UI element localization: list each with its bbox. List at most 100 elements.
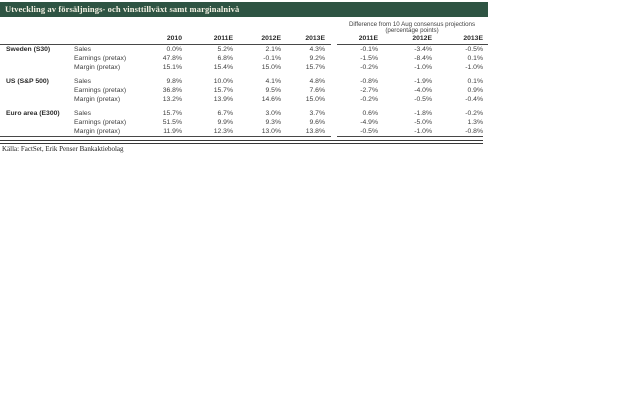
diff-value-cell: -5.0% xyxy=(414,118,432,126)
diff-value-cell: -0.8% xyxy=(465,128,483,136)
metric-label: Sales xyxy=(74,77,92,85)
diff-caption-line1: Difference from 10 Aug consensus project… xyxy=(348,21,476,28)
header-divider-right xyxy=(337,43,488,45)
metric-label: Margin (pretax) xyxy=(74,128,121,136)
diff-value-cell: -0.5% xyxy=(465,45,483,53)
diff-value-cell: -0.5% xyxy=(360,128,378,136)
value-cell: 15.4% xyxy=(213,64,233,72)
value-cell: 9.2% xyxy=(309,54,326,62)
table-body: Sweden (S30) Sales 0.0% 5.2% 2.1% 4.3% -… xyxy=(0,45,488,136)
diff-value-cell: -0.1% xyxy=(360,45,378,53)
metric-label: Earnings (pretax) xyxy=(74,86,127,94)
table-row: Margin (pretax) 15.1% 15.4% 15.0% 15.7% … xyxy=(0,63,488,72)
value-cell: 14.6% xyxy=(261,96,281,104)
diff-value-cell: -1.0% xyxy=(414,128,432,136)
value-cell: -0.1% xyxy=(263,54,281,62)
value-cell: 51.5% xyxy=(162,118,182,126)
diff-value-cell: -8.4% xyxy=(414,54,432,62)
value-cell: 9.9% xyxy=(217,118,234,126)
diff-value-cell: -0.2% xyxy=(360,96,378,104)
value-cell: 9.5% xyxy=(265,86,282,94)
diff-caption-line2: (percentage points) xyxy=(385,27,439,34)
metric-label: Earnings (pretax) xyxy=(74,54,127,62)
metric-label: Sales xyxy=(74,45,92,53)
group-label: US (S&P 500) xyxy=(6,77,49,85)
value-cell: 0.0% xyxy=(166,45,183,53)
value-cell: 10.0% xyxy=(213,77,233,85)
value-cell: 15.0% xyxy=(305,96,325,104)
table-bottom-divider-left xyxy=(0,136,331,138)
diff-value-cell: -1.9% xyxy=(414,77,432,85)
value-cell: 15.7% xyxy=(213,86,233,94)
table-frame-double-rule xyxy=(0,139,483,144)
diff-value-cell: 1.3% xyxy=(467,118,484,126)
column-header-row: 2010 2011E 2012E 2013E 2011E 2012E 2013E xyxy=(0,35,488,45)
metric-label: Earnings (pretax) xyxy=(74,118,127,126)
table-row: Earnings (pretax) 47.8% 6.8% -0.1% 9.2% … xyxy=(0,54,488,63)
diff-value-cell: 0.1% xyxy=(467,77,484,85)
value-cell: 3.0% xyxy=(265,109,282,117)
table-row: US (S&P 500) Sales 9.8% 10.0% 4.1% 4.8% … xyxy=(0,77,488,86)
value-cell: 13.2% xyxy=(162,96,182,104)
metric-label: Sales xyxy=(74,109,92,117)
value-cell: 13.0% xyxy=(261,128,281,136)
diff-value-cell: 0.1% xyxy=(467,54,484,62)
value-cell: 2.1% xyxy=(265,45,282,53)
metric-label: Margin (pretax) xyxy=(74,64,121,72)
value-cell: 7.6% xyxy=(309,86,326,94)
table-row: Sweden (S30) Sales 0.0% 5.2% 2.1% 4.3% -… xyxy=(0,45,488,54)
metric-label: Margin (pretax) xyxy=(74,96,121,104)
value-cell: 13.8% xyxy=(305,128,325,136)
value-cell: 15.1% xyxy=(162,64,182,72)
header-spacer xyxy=(0,35,74,44)
diff-value-cell: -4.0% xyxy=(414,86,432,94)
diff-value-cell: -1.5% xyxy=(360,54,378,62)
value-cell: 11.9% xyxy=(163,128,182,136)
value-cell: 47.8% xyxy=(162,54,182,62)
block-gap xyxy=(325,35,337,44)
table-row: Margin (pretax) 13.2% 13.9% 14.6% 15.0% … xyxy=(0,95,488,104)
value-cell: 6.7% xyxy=(217,109,234,117)
value-cell: 15.7% xyxy=(305,64,325,72)
value-cell: 12.3% xyxy=(213,128,233,136)
diff-value-cell: -0.2% xyxy=(465,109,483,117)
value-cell: 13.9% xyxy=(213,96,233,104)
header-spacer xyxy=(74,35,134,44)
diff-value-cell: -0.5% xyxy=(414,96,432,104)
diff-value-cell: -0.8% xyxy=(360,77,378,85)
diff-projections-caption: Difference from 10 Aug consensus project… xyxy=(336,21,488,34)
table-row: Earnings (pretax) 51.5% 9.9% 9.3% 9.6% -… xyxy=(0,118,488,127)
value-cell: 4.3% xyxy=(309,45,326,53)
table-row: Earnings (pretax) 36.8% 15.7% 9.5% 7.6% … xyxy=(0,86,488,95)
table-row: Margin (pretax) 11.9% 12.3% 13.0% 13.8% … xyxy=(0,127,488,136)
value-cell: 4.8% xyxy=(309,77,326,85)
diff-value-cell: -4.9% xyxy=(360,118,378,126)
value-cell: 36.8% xyxy=(162,86,182,94)
table-title-bar: Utveckling av försäljnings- och vinsttil… xyxy=(0,2,488,17)
diff-value-cell: -1.0% xyxy=(465,64,483,72)
source-note: Källa: FactSet, Erik Penser Bankaktiebol… xyxy=(2,144,124,153)
diff-value-cell: 0.9% xyxy=(467,86,484,94)
table-bottom-divider-right xyxy=(337,136,483,138)
value-cell: 5.2% xyxy=(217,45,234,53)
table-row: Euro area (E300) Sales 15.7% 6.7% 3.0% 3… xyxy=(0,109,488,118)
value-cell: 3.7% xyxy=(309,109,326,117)
value-cell: 4.1% xyxy=(265,77,282,85)
diff-value-cell: -2.7% xyxy=(360,86,378,94)
value-cell: 15.7% xyxy=(162,109,182,117)
diff-value-cell: -0.4% xyxy=(465,96,483,104)
value-cell: 9.6% xyxy=(309,118,326,126)
diff-value-cell: 0.6% xyxy=(362,109,379,117)
group-label: Euro area (E300) xyxy=(6,109,60,117)
value-cell: 6.8% xyxy=(217,54,234,62)
group-label: Sweden (S30) xyxy=(6,45,51,53)
diff-value-cell: -0.2% xyxy=(360,64,378,72)
value-cell: 9.3% xyxy=(265,118,282,126)
diff-value-cell: -1.8% xyxy=(414,109,432,117)
header-divider-left xyxy=(0,43,331,45)
diff-value-cell: -1.0% xyxy=(414,64,432,72)
value-cell: 15.0% xyxy=(261,64,281,72)
diff-value-cell: -3.4% xyxy=(414,45,432,53)
value-cell: 9.8% xyxy=(166,77,183,85)
